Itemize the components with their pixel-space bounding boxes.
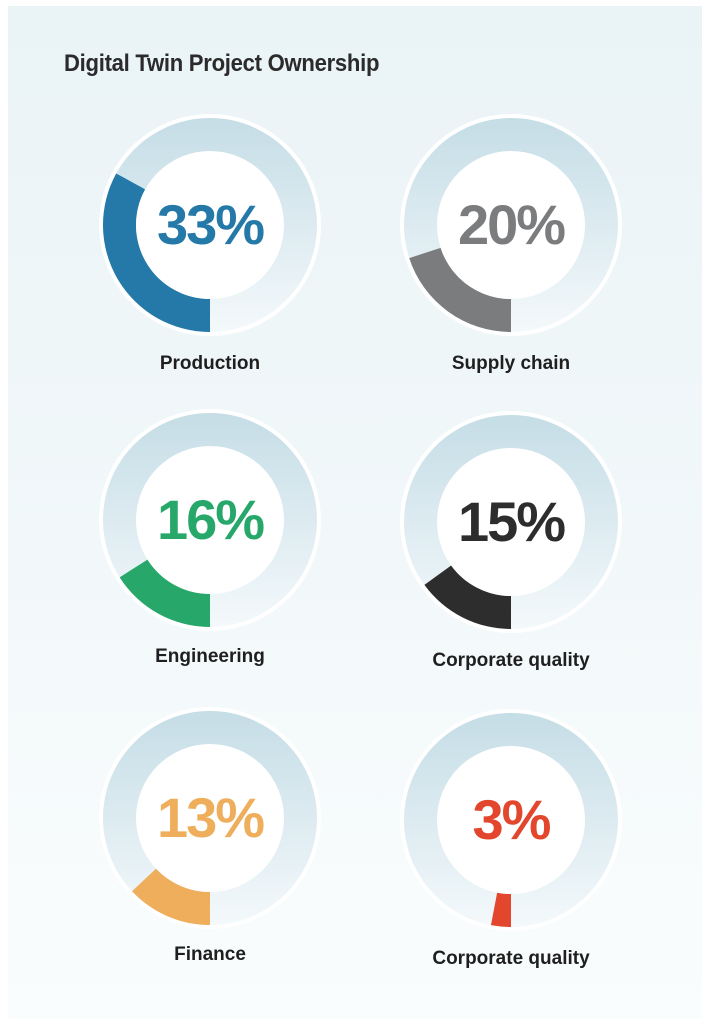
donut-chart: 20% Supply chain <box>400 114 622 374</box>
donut-category-label: Engineering <box>155 646 265 667</box>
donut-slice <box>119 559 210 627</box>
donut-center <box>136 744 284 892</box>
donut-category-label: Production <box>160 353 260 374</box>
donut-slice <box>409 247 511 332</box>
donut-value-label: 33% <box>157 193 264 256</box>
donut-value-label: 16% <box>157 488 264 551</box>
chart-title: Digital Twin Project Ownership <box>64 50 380 77</box>
donut-category-label: Supply chain <box>452 353 570 374</box>
donut-chart: 15% Corporate quality <box>400 411 622 671</box>
donut-center <box>437 448 585 596</box>
donut-center <box>136 151 284 299</box>
donut-value-label: 20% <box>458 193 565 256</box>
donut-chart: 16% Engineering <box>99 409 321 667</box>
donut-value-label: 3% <box>473 788 551 851</box>
donut-center <box>136 446 284 594</box>
donut-slice <box>424 565 511 629</box>
donut-center <box>437 151 585 299</box>
donut-chart: 33% Production <box>99 114 321 374</box>
donut-category-label: Finance <box>174 944 246 965</box>
donut-slice <box>490 892 511 927</box>
donut-chart: 3% Corporate quality <box>400 709 622 969</box>
donut-value-label: 13% <box>157 786 264 849</box>
donut-category-label: Corporate quality <box>432 948 590 969</box>
donut-slice <box>103 173 210 332</box>
donut-category-label: Corporate quality <box>432 650 590 671</box>
donut-center <box>437 746 585 894</box>
donut-chart: 13% Finance <box>99 707 321 965</box>
donut-value-label: 15% <box>458 490 565 553</box>
donut-slice <box>132 868 210 925</box>
